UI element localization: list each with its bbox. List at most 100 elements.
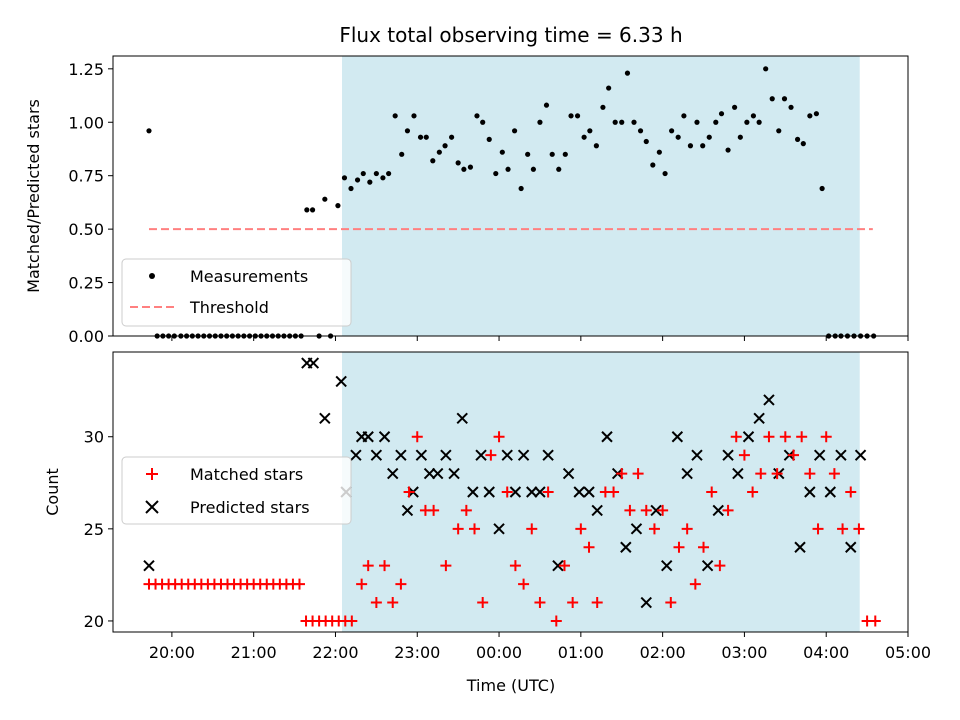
chart-title: Flux total observing time = 6.33 h bbox=[339, 23, 682, 47]
measurement-point bbox=[781, 96, 788, 102]
x-tick-label: 20:00 bbox=[149, 643, 195, 662]
measurement-point bbox=[549, 151, 555, 157]
measurement-point bbox=[354, 177, 361, 183]
predicted-star-point bbox=[431, 467, 444, 480]
predicted-star-point bbox=[681, 467, 693, 480]
predicted-star-point bbox=[552, 559, 564, 572]
legend-measurements-marker bbox=[149, 273, 155, 279]
measurement-point bbox=[713, 119, 719, 125]
matched-star-point bbox=[763, 431, 775, 443]
matched-star-point bbox=[583, 541, 595, 553]
measurement-point bbox=[769, 96, 775, 102]
measurement-point bbox=[335, 203, 341, 209]
measurement-point bbox=[813, 111, 819, 117]
predicted-star-point bbox=[415, 449, 428, 461]
predicted-star-point bbox=[483, 486, 495, 498]
matched-star-point bbox=[440, 560, 452, 572]
measurement-point bbox=[776, 128, 782, 134]
measurement-point bbox=[612, 119, 618, 125]
predicted-star-point bbox=[854, 449, 867, 461]
y-tick-label: 0.50 bbox=[68, 220, 104, 239]
predicted-star-point bbox=[307, 357, 320, 369]
measurement-point bbox=[587, 128, 593, 134]
matched-stars-series bbox=[143, 431, 881, 627]
matched-star-point bbox=[608, 486, 620, 498]
predicted-star-point bbox=[591, 504, 603, 517]
bottom-panel: 20 25 30 20:00 21:00 22:00 23:00 00:00 01:00 02:… bbox=[43, 351, 931, 695]
measurement-point bbox=[467, 164, 474, 170]
predicted-star-point bbox=[350, 449, 362, 461]
measurement-point bbox=[800, 141, 806, 147]
matched-star-point bbox=[452, 523, 464, 535]
predicted-star-point bbox=[448, 467, 460, 480]
predicted-star-point bbox=[378, 431, 391, 443]
predicted-star-point bbox=[620, 541, 632, 553]
predicted-star-point bbox=[467, 486, 479, 498]
matched-star-point bbox=[722, 504, 734, 516]
top-panel: 0.00 0.25 0.50 0.75 1.00 1.25 Matched/Predict… bbox=[24, 55, 909, 346]
y-tick-label: 0.25 bbox=[68, 274, 104, 293]
matched-star-point bbox=[370, 597, 382, 609]
matched-star-point bbox=[640, 504, 652, 516]
measurement-point bbox=[399, 151, 405, 157]
measurement-point bbox=[718, 111, 725, 117]
y-tick-label: 30 bbox=[84, 428, 104, 447]
measurement-point bbox=[819, 185, 825, 192]
measurement-point bbox=[511, 128, 518, 134]
matched-star-point bbox=[293, 578, 305, 590]
y-tick-label: 25 bbox=[84, 520, 104, 539]
matched-star-point bbox=[624, 504, 636, 516]
predicted-star-point bbox=[143, 559, 155, 572]
predicted-star-point bbox=[401, 504, 414, 517]
matched-star-point bbox=[493, 431, 505, 443]
matched-star-point bbox=[395, 578, 407, 590]
predicted-star-point bbox=[370, 449, 383, 461]
matched-star-point bbox=[403, 486, 415, 498]
measurement-point bbox=[392, 113, 398, 119]
matched-star-point bbox=[706, 486, 718, 498]
predicted-star-point bbox=[509, 486, 522, 498]
measurement-point bbox=[788, 104, 794, 110]
legend-predicted-label: Predicted stars bbox=[190, 498, 310, 517]
matched-star-point bbox=[681, 523, 693, 535]
predicted-star-point bbox=[753, 412, 765, 425]
y-tick-label: 20 bbox=[84, 612, 104, 631]
matched-star-point bbox=[534, 597, 546, 609]
legend-measurements-label: Measurements bbox=[190, 267, 308, 286]
predicted-star-point bbox=[493, 523, 505, 535]
measurement-point bbox=[525, 151, 531, 157]
y-tick-label: 1.25 bbox=[68, 60, 104, 79]
legend-threshold-label: Threshold bbox=[189, 298, 269, 317]
measurement-point bbox=[631, 119, 637, 125]
x-tick-label: 22:00 bbox=[312, 643, 358, 662]
matched-star-point bbox=[673, 541, 685, 553]
y-tick-label: 0.00 bbox=[68, 327, 104, 346]
measurement-point bbox=[322, 196, 328, 202]
measurement-point bbox=[606, 85, 612, 91]
predicted-star-point bbox=[583, 486, 595, 498]
matched-star-point bbox=[820, 431, 832, 443]
measurement-point bbox=[794, 136, 801, 142]
predicted-star-point bbox=[526, 486, 538, 498]
matched-star-point bbox=[779, 431, 791, 443]
matched-star-point bbox=[828, 468, 840, 480]
matched-star-point bbox=[657, 504, 669, 516]
measurement-point bbox=[455, 160, 461, 166]
measurement-point bbox=[373, 170, 379, 177]
measurement-point bbox=[499, 149, 505, 155]
matched-star-point bbox=[869, 615, 881, 627]
measurement-point bbox=[581, 134, 587, 140]
measurement-point bbox=[461, 166, 467, 172]
matched-star-point bbox=[501, 486, 513, 498]
measurement-point bbox=[146, 128, 152, 134]
top-y-axis-label: Matched/Predicted stars bbox=[24, 99, 43, 293]
measurement-point bbox=[687, 143, 694, 149]
x-tick-label: 01:00 bbox=[558, 643, 604, 662]
legend-matched-marker bbox=[146, 468, 158, 480]
measurement-point bbox=[650, 162, 656, 168]
predicted-star-point bbox=[701, 559, 714, 572]
x-axis-label: Time (UTC) bbox=[466, 676, 555, 695]
matched-star-point bbox=[787, 449, 799, 461]
matched-star-point bbox=[738, 449, 750, 461]
matched-star-point bbox=[477, 597, 489, 609]
